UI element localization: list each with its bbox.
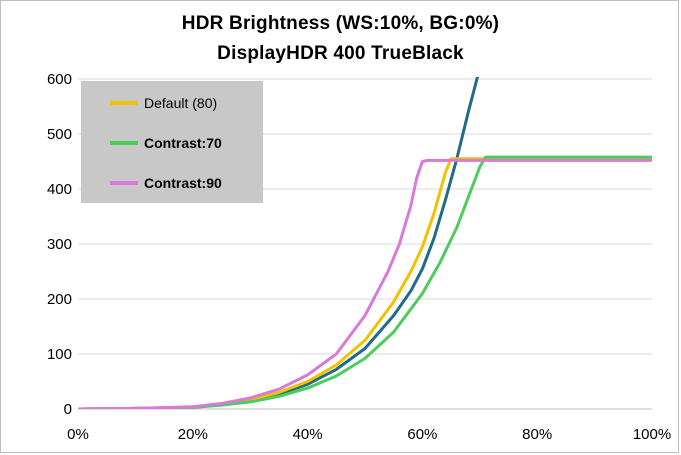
axes: 0 100 200 300 400 500 600 0% 20% 40% 60% 80% 100%: [47, 71, 671, 443]
y-tick-label: 600: [47, 71, 72, 88]
series-lines: [78, 77, 652, 409]
y-tick-label: 300: [47, 236, 72, 253]
x-tick-label: 60%: [407, 426, 437, 443]
x-tick-label: 100%: [633, 426, 671, 443]
y-tick-label: 400: [47, 181, 72, 198]
x-tick-label: 40%: [293, 426, 323, 443]
y-tick-label: 100: [47, 346, 72, 363]
legend: Default (80) Contrast:70 Contrast:90: [81, 81, 263, 203]
y-tick-label: 500: [47, 126, 72, 143]
chart-title: HDR Brightness (WS:10%, BG:0%): [181, 13, 500, 34]
x-tick-label: 20%: [178, 426, 208, 443]
y-tick-label: 200: [47, 291, 72, 308]
legend-label: Default (80): [144, 95, 217, 111]
x-tick-label: 80%: [522, 426, 552, 443]
x-tick-label: 0%: [67, 426, 89, 443]
series-line-contrast-90: [78, 158, 652, 409]
y-tick-label: 0: [64, 401, 72, 418]
legend-label: Contrast:70: [144, 135, 222, 151]
gridlines: [78, 78, 652, 355]
legend-label: Contrast:90: [144, 175, 222, 191]
chart-subtitle: DisplayHDR 400 TrueBlack: [217, 43, 464, 64]
